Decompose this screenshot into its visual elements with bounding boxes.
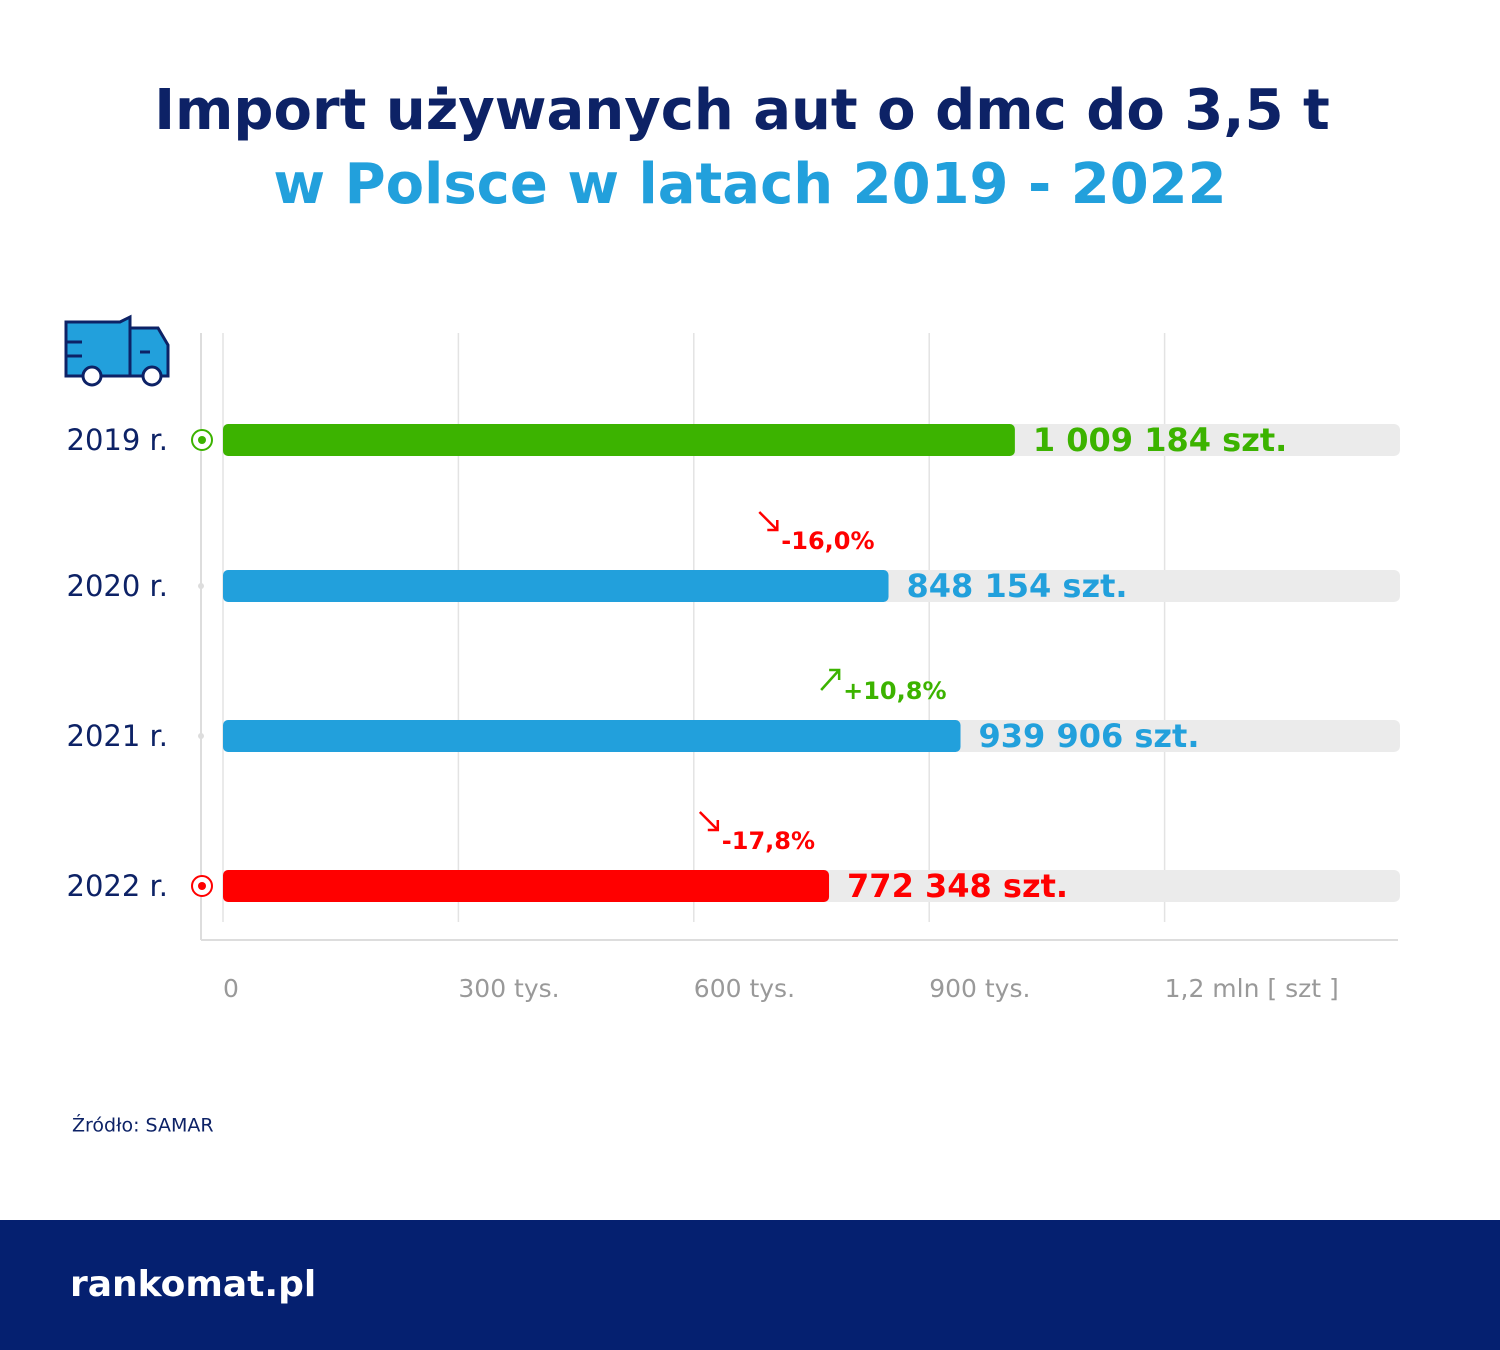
change-label: -16,0% xyxy=(781,527,874,555)
x-tick-label: 900 tys. xyxy=(929,974,1030,1003)
change-arrow xyxy=(820,668,841,691)
y-tick-label: 2022 r. xyxy=(67,869,169,903)
change-arrow xyxy=(758,511,779,532)
footer-band xyxy=(0,1220,1500,1350)
change-arrow xyxy=(698,811,720,832)
x-tick-label: 0 xyxy=(223,974,239,1003)
change-label: -17,8% xyxy=(722,827,815,855)
bar xyxy=(223,720,961,752)
y-tick-label: 2020 r. xyxy=(67,569,169,603)
value-label: 772 348 szt. xyxy=(847,867,1068,905)
axis-marker xyxy=(198,583,204,589)
axis-marker-dot xyxy=(198,436,206,444)
brand-logo: rankomat.pl xyxy=(70,1264,316,1305)
value-label: 848 154 szt. xyxy=(907,567,1128,605)
source: Źródło: SAMAR xyxy=(72,1114,214,1137)
bar xyxy=(223,424,1015,456)
axis-marker xyxy=(198,733,204,739)
x-tick-label: 600 tys. xyxy=(694,974,795,1003)
x-tick-label: 300 tys. xyxy=(458,974,559,1003)
change-label: +10,8% xyxy=(843,677,946,705)
chart-title: Import używanych aut o dmc do 3,5 t xyxy=(154,78,1330,143)
axis-marker-dot xyxy=(198,882,206,890)
y-tick-label: 2019 r. xyxy=(67,423,169,457)
value-label: 939 906 szt. xyxy=(979,717,1200,755)
bar xyxy=(223,870,830,902)
y-tick-label: 2021 r. xyxy=(67,719,169,753)
value-label: 1 009 184 szt. xyxy=(1033,421,1287,459)
bar xyxy=(223,570,889,602)
truck-icon xyxy=(64,314,170,387)
chart-subtitle: w Polsce w latach 2019 - 2022 xyxy=(273,152,1226,217)
x-tick-label: 1,2 mln [ szt ] xyxy=(1165,974,1339,1003)
